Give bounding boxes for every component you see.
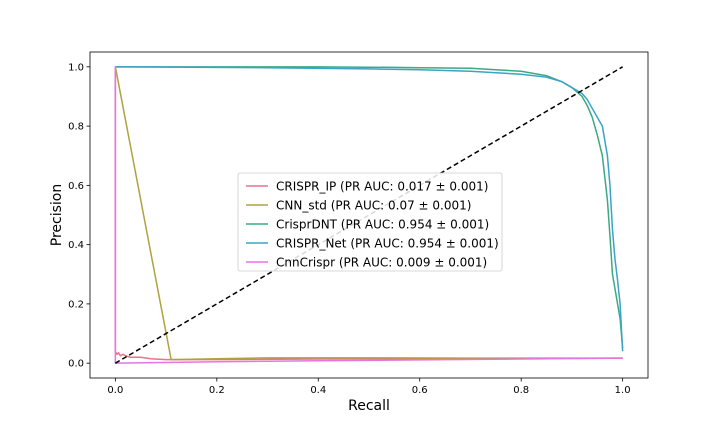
legend-box [237, 172, 503, 272]
legend-entry: CRISPR_Net (PR AUC: 0.954 ± 0.001) [276, 237, 499, 251]
y-tick-label: 0.2 [68, 299, 84, 310]
x-axis-label: Recall [348, 398, 390, 414]
plot-frame [89, 51, 649, 379]
y-tick-label: 0.6 [68, 181, 84, 192]
series-line-1 [114, 66, 623, 361]
x-tick-label: 0.2 [209, 385, 225, 396]
legend-entry: CrisprDNT (PR AUC: 0.954 ± 0.001) [276, 218, 489, 232]
series-line-5 [114, 66, 623, 364]
x-tick-label: 0.6 [412, 385, 428, 396]
x-ticks: 0.0 0.2 0.4 0.6 0.8 1.0 [107, 378, 631, 396]
legend-entry: CNN_std (PR AUC: 0.07 ± 0.001) [276, 199, 471, 213]
legend-entry: CRISPR_IP (PR AUC: 0.017 ± 0.001) [276, 180, 488, 194]
y-tick-label: 0.8 [68, 122, 84, 133]
x-tick-label: 1.0 [615, 385, 631, 396]
series-line-2 [114, 66, 623, 361]
x-tick-label: 0.0 [107, 385, 123, 396]
x-tick-label: 0.8 [513, 385, 529, 396]
legend: CRISPR_IP (PR AUC: 0.017 ± 0.001) CNN_std… [237, 172, 503, 272]
reference-line [114, 66, 624, 364]
y-tick-label: 1.0 [68, 62, 84, 73]
y-tick-label: 0.4 [68, 240, 84, 251]
legend-entry: CnnCrispr (PR AUC: 0.009 ± 0.001) [276, 256, 487, 270]
reference-layer [114, 66, 624, 364]
series-line-3 [115, 66, 624, 349]
series-line-4 [115, 66, 624, 352]
x-tick-label: 0.4 [310, 385, 326, 396]
y-axis-label: Precision [49, 184, 65, 246]
y-ticks: 0.0 0.2 0.4 0.6 0.8 1.0 [68, 62, 90, 370]
y-tick-label: 0.0 [68, 359, 84, 370]
series-layer [114, 66, 624, 364]
